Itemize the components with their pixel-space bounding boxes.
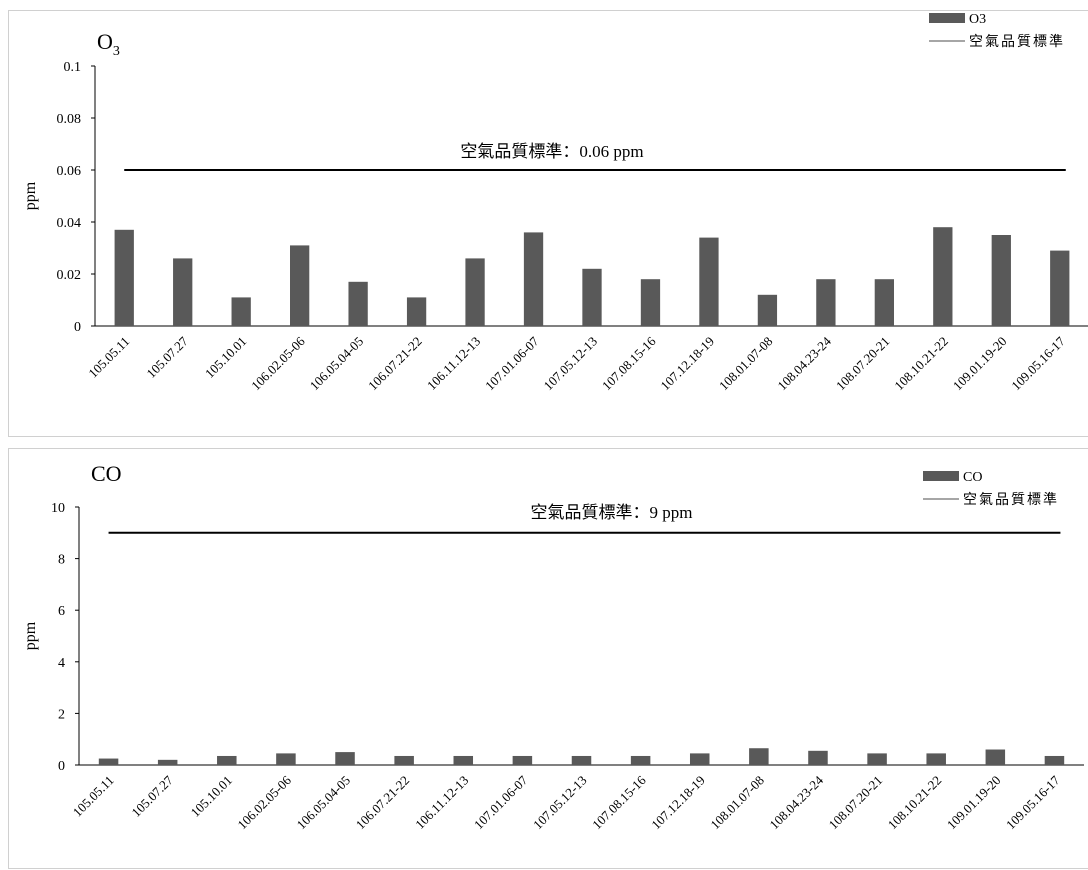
x-tick-label: 106.11.12-13 bbox=[424, 334, 483, 393]
x-tick-label: 105.10.01 bbox=[202, 334, 249, 381]
bar-co bbox=[276, 753, 296, 765]
o3-chart-panel: O3 ppm 0 0.02 0.04 0.06 0.08 0.1 105.05.11 105.07… bbox=[8, 10, 1088, 437]
chart-title-main: CO bbox=[91, 461, 122, 486]
x-tick-label: 108.07.20-21 bbox=[826, 773, 886, 833]
bar-o3 bbox=[523, 232, 544, 326]
x-tick-label: 109.01.19-20 bbox=[944, 773, 1004, 833]
y-tick-label: 10 bbox=[51, 501, 65, 516]
y-tick-label: 8 bbox=[58, 553, 65, 568]
legend-label-o3: O3 bbox=[969, 12, 986, 27]
bar-co bbox=[98, 758, 119, 765]
x-tick-label: 106.02.05-06 bbox=[248, 333, 308, 393]
x-tick-label: 106.05.04-05 bbox=[294, 773, 354, 833]
x-tick-label: 107.08.15-16 bbox=[589, 772, 649, 832]
co-chart-panel: CO ppm 0 2 4 6 8 10 105.05.11 105.07.27 105.10.01 1… bbox=[8, 448, 1088, 869]
chart-title-main: O bbox=[97, 29, 113, 54]
bar-o3 bbox=[582, 268, 602, 326]
bar-o3 bbox=[933, 227, 953, 326]
bar-o3 bbox=[173, 258, 193, 326]
chart-title-subscript: 3 bbox=[113, 44, 120, 59]
bar-co bbox=[571, 755, 592, 765]
standard-annotation: 空氣品質標準：9 ppm bbox=[531, 503, 693, 522]
x-tick-label: 106.05.04-05 bbox=[307, 334, 367, 394]
bar-co bbox=[630, 755, 651, 765]
legend-swatch-co bbox=[923, 471, 959, 481]
x-tick-label: 105.05.11 bbox=[85, 334, 132, 381]
y-tick-label: 0.06 bbox=[57, 164, 82, 179]
y-tick-label: 4 bbox=[58, 656, 65, 671]
bar-o3 bbox=[465, 258, 485, 326]
y-tick-label: 6 bbox=[58, 604, 65, 619]
bar-o3 bbox=[757, 294, 778, 326]
x-tick-label: 108.01.07-08 bbox=[707, 773, 767, 833]
x-tick-label: 106.02.05-06 bbox=[234, 772, 294, 832]
bar-o3 bbox=[289, 245, 310, 326]
bar-co bbox=[157, 759, 178, 765]
bar-co bbox=[217, 755, 237, 765]
x-tick-label: 108.10.21-22 bbox=[891, 334, 951, 394]
legend-label-co: CO bbox=[963, 470, 982, 485]
standard-annotation: 空氣品質標準：0.06 ppm bbox=[460, 142, 643, 161]
x-tick-label: 105.07.27 bbox=[128, 772, 176, 820]
x-tick-label: 107.08.15-16 bbox=[599, 333, 659, 393]
y-tick-label: 0 bbox=[74, 320, 81, 335]
bar-co bbox=[689, 753, 710, 765]
x-tick-label: 105.07.27 bbox=[143, 333, 191, 381]
bar-o3 bbox=[874, 279, 895, 326]
x-tick-label: 105.10.01 bbox=[188, 773, 235, 820]
chart-title: O3 bbox=[97, 29, 120, 59]
bar-o3 bbox=[991, 235, 1011, 326]
bar-co bbox=[808, 750, 828, 765]
legend-label-standard: 空氣品質標準 bbox=[963, 492, 1059, 508]
x-tick-label: 107.01.06-07 bbox=[471, 772, 531, 832]
bar-o3 bbox=[406, 297, 427, 326]
x-tick-label: 106.07.21-22 bbox=[365, 334, 425, 394]
bar-o3 bbox=[348, 281, 368, 326]
bar-co bbox=[394, 755, 414, 765]
legend-label-standard: 空氣品質標準 bbox=[969, 34, 1065, 50]
x-tick-label: 106.11.12-13 bbox=[412, 773, 471, 832]
y-axis-title: ppm bbox=[22, 621, 39, 650]
x-tick-label: 109.01.19-20 bbox=[950, 334, 1010, 394]
x-tick-label: 108.04.23-24 bbox=[774, 333, 834, 393]
x-tick-label: 105.05.11 bbox=[70, 773, 117, 820]
x-tick-label: 107.12.18-19 bbox=[657, 334, 717, 394]
bar-co bbox=[926, 753, 946, 765]
bar-o3 bbox=[816, 279, 836, 326]
x-tick-label: 108.10.21-22 bbox=[885, 773, 945, 833]
x-tick-label: 108.04.23-24 bbox=[766, 772, 826, 832]
x-tick-label: 107.12.18-19 bbox=[648, 773, 708, 833]
x-tick-label: 107.05.12-13 bbox=[530, 773, 590, 833]
x-tick-label: 109.05.16-17 bbox=[1003, 772, 1063, 832]
bar-o3 bbox=[699, 237, 719, 326]
y-tick-label: 0.1 bbox=[64, 60, 82, 75]
y-tick-label: 0.02 bbox=[57, 268, 82, 283]
y-tick-label: 0.04 bbox=[57, 216, 82, 231]
bar-o3 bbox=[114, 229, 134, 326]
bar-o3 bbox=[1050, 250, 1070, 326]
bar-o3 bbox=[640, 279, 661, 326]
bar-o3 bbox=[231, 297, 251, 326]
x-tick-label: 107.01.06-07 bbox=[482, 333, 542, 393]
legend-swatch-o3 bbox=[929, 13, 965, 23]
y-axis-title: ppm bbox=[22, 181, 39, 210]
x-tick-label: 108.01.07-08 bbox=[716, 334, 776, 394]
bar-co bbox=[512, 755, 533, 765]
x-tick-label: 106.07.21-22 bbox=[353, 773, 413, 833]
chart-title: CO bbox=[91, 461, 122, 486]
o3-chart: O3 ppm 0 0.02 0.04 0.06 0.08 0.1 105.05.11 105.07… bbox=[22, 12, 1088, 394]
bar-co bbox=[867, 753, 887, 765]
x-tick-label: 109.05.16-17 bbox=[1008, 333, 1068, 393]
x-tick-label: 108.07.20-21 bbox=[833, 334, 893, 394]
x-tick-label: 107.05.12-13 bbox=[540, 334, 600, 394]
y-tick-label: 0 bbox=[58, 759, 65, 774]
y-tick-label: 0.08 bbox=[57, 112, 82, 127]
y-tick-label: 2 bbox=[58, 707, 65, 722]
bar-co bbox=[453, 755, 474, 765]
bar-co bbox=[985, 749, 1006, 765]
bar-co bbox=[749, 748, 769, 765]
bar-co bbox=[335, 752, 355, 765]
bar-co bbox=[1044, 755, 1065, 765]
